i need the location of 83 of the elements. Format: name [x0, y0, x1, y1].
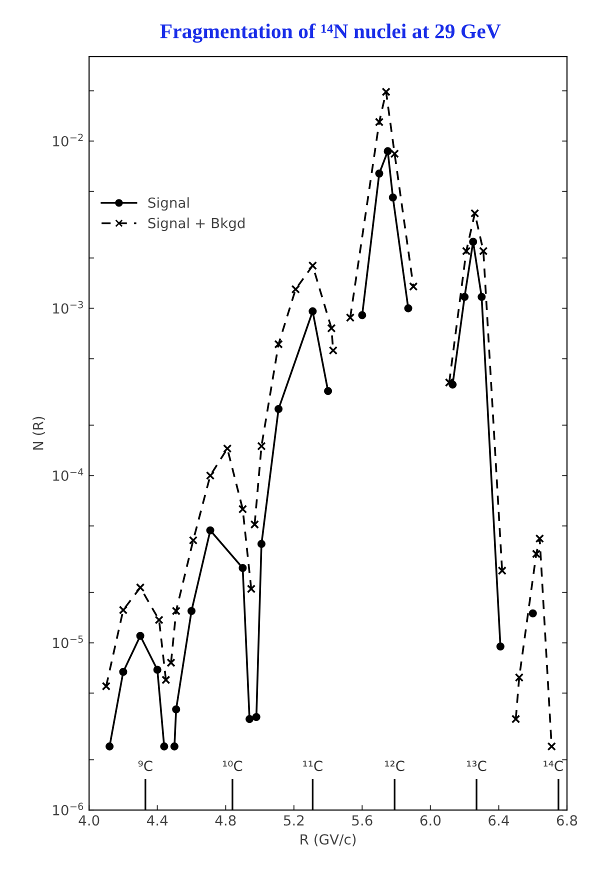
ref-line-label: ¹⁰C — [222, 760, 242, 772]
point — [222, 444, 232, 453]
point — [246, 715, 254, 724]
point — [358, 311, 366, 320]
point — [206, 526, 214, 534]
y-axis-title: N (R) — [32, 416, 45, 450]
x-axis-title: R (GV/c) — [300, 834, 356, 846]
point — [238, 564, 247, 572]
point — [172, 606, 181, 616]
point — [511, 714, 520, 724]
point — [528, 609, 537, 618]
x-tick-label: 6.8 — [556, 815, 578, 826]
point — [328, 346, 338, 355]
point — [102, 682, 111, 691]
point — [187, 606, 196, 615]
y-tick-label: 10$^{−2}$ — [53, 134, 83, 146]
point — [257, 442, 266, 450]
x-tick-label: 4.0 — [78, 815, 100, 826]
point — [478, 292, 486, 301]
ref-line-label: ¹¹C — [303, 760, 322, 772]
point — [246, 584, 256, 594]
point — [162, 676, 170, 684]
chart-title: Fragmentation of ¹⁴N nuclei at 29 GeV — [160, 23, 501, 43]
point — [154, 616, 164, 624]
point — [308, 261, 318, 270]
x-tick-label: 5.2 — [284, 815, 304, 826]
y-tick-label: 10$^{−5}$ — [53, 636, 83, 648]
point — [172, 705, 180, 714]
point — [119, 668, 128, 676]
point — [308, 307, 317, 316]
point — [470, 208, 480, 218]
x-tick-label: 5.6 — [352, 815, 372, 826]
point — [498, 566, 507, 576]
point — [188, 536, 198, 545]
point — [382, 87, 390, 96]
point — [170, 742, 178, 750]
point — [274, 404, 283, 414]
point — [462, 246, 471, 256]
point — [136, 632, 144, 640]
point — [106, 742, 114, 750]
point — [238, 504, 248, 514]
ref-line-label: ¹⁴C — [544, 760, 563, 772]
point — [291, 284, 300, 294]
x-tick-label: 6.0 — [420, 815, 441, 826]
legend-label: Signal + Bkgd — [148, 218, 244, 232]
point — [250, 520, 260, 529]
point — [375, 169, 384, 178]
y-tick-label: 10$^{−3}$ — [53, 300, 83, 314]
point — [409, 282, 418, 291]
point — [324, 387, 332, 396]
point — [160, 742, 168, 750]
point — [136, 583, 145, 592]
x-tick-label: 4.4 — [146, 815, 168, 826]
point — [388, 193, 397, 202]
point — [374, 118, 384, 126]
point — [404, 304, 412, 312]
ref-line-label: ¹³C — [467, 760, 486, 772]
point — [166, 658, 176, 668]
point — [346, 313, 355, 322]
ref-line-label: ⁹C — [138, 760, 152, 772]
y-tick-label: 10$^{−6}$ — [53, 802, 84, 816]
point — [496, 642, 504, 651]
point — [274, 340, 283, 349]
point — [118, 606, 128, 614]
ref-line-label: ¹²C — [385, 760, 404, 772]
x-tick-label: 4.8 — [215, 815, 236, 826]
point — [390, 149, 399, 158]
x-tick-label: 6.4 — [488, 815, 509, 826]
y-tick-label: 10$^{−4}$ — [53, 468, 84, 481]
point — [252, 712, 260, 722]
point — [532, 550, 541, 558]
point — [257, 540, 266, 548]
point — [535, 534, 544, 543]
point — [153, 666, 162, 674]
point — [547, 742, 556, 751]
point — [469, 238, 478, 246]
point — [206, 471, 215, 480]
point — [384, 147, 392, 156]
point — [327, 324, 336, 333]
point — [478, 246, 488, 256]
point — [460, 292, 469, 301]
point — [514, 673, 524, 682]
legend-label: Signal — [148, 197, 189, 211]
